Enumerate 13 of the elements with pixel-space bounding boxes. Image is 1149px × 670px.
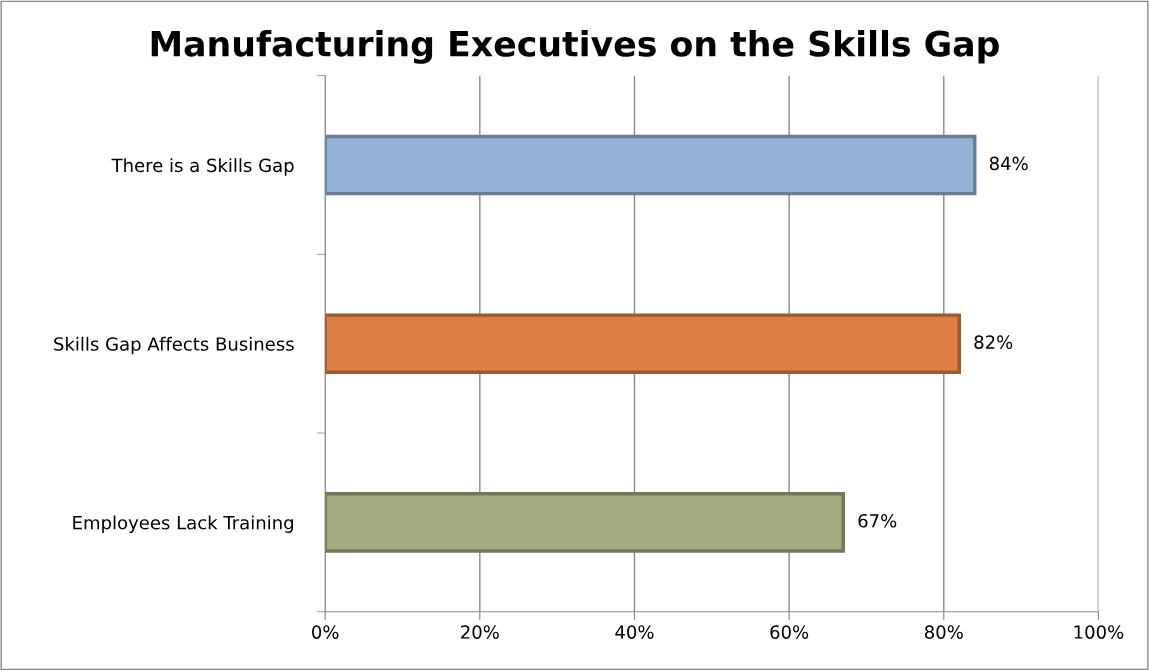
y-tick-label: Skills Gap Affects Business (54, 336, 294, 355)
data-label: 82% (974, 335, 1013, 349)
chart-title: Manufacturing Executives on the Skills Gap (151, 29, 999, 64)
x-tick-label: 40% (615, 625, 654, 639)
x-tick-label: 0% (312, 625, 339, 639)
x-tick-label: 100% (1074, 625, 1124, 639)
data-label: 67% (858, 513, 897, 528)
data-label: 84% (989, 156, 1028, 171)
y-tick-label: There is a Skills Gap (111, 158, 294, 176)
y-tick-label: Employees Lack Training (73, 515, 293, 533)
x-tick-label: 60% (770, 625, 809, 639)
x-tick-label: 20% (461, 625, 499, 639)
x-tick-label: 80% (924, 625, 963, 639)
